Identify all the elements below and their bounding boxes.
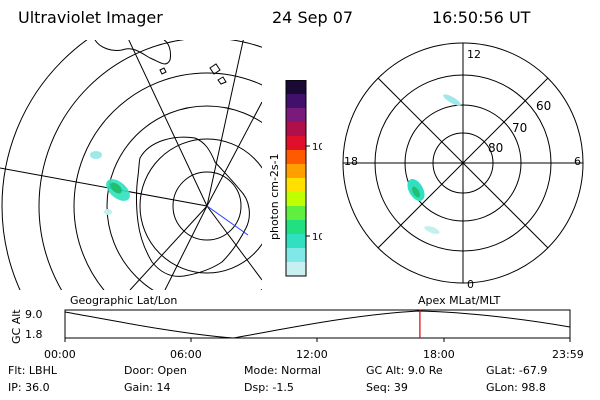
geo-meridian [206, 40, 244, 207]
geo-lat-circle [1, 40, 88, 290]
geo-meridian [128, 40, 208, 207]
island-coastline [217, 76, 227, 85]
instrument-title: Ultraviolet Imager [18, 8, 163, 27]
dsp-readout: Dsp: -1.5 [244, 381, 294, 394]
door-readout: Door: Open [124, 364, 187, 377]
colorbar-segment [286, 80, 306, 95]
polar-axis-diag [377, 77, 549, 249]
colorbar-segment [286, 150, 306, 165]
time-tick-0600: 06:00 [170, 348, 202, 361]
satellite-track [206, 205, 249, 236]
island-coastline [209, 63, 221, 75]
time-label: 16:50:56 UT [432, 8, 531, 27]
geo-lat-circle [139, 138, 262, 274]
geo-lat-circle [73, 72, 262, 290]
geo-lat-circle [172, 171, 242, 241]
colorbar-segment [286, 136, 306, 151]
polar-mlt-plot: 12 18 6 0 60 70 80 [342, 42, 584, 290]
colorbar-tick-10: 10 [312, 232, 322, 243]
geo-lat-circle [38, 40, 262, 290]
geo-aurora [90, 151, 130, 215]
colorbar-segment [286, 108, 306, 123]
geo-meridian [206, 205, 262, 281]
colorbar-label: photon cm-2s-1 [268, 153, 281, 240]
alt-tick-1-8: 1.8 [25, 328, 43, 341]
time-tick-2359: 23:59 [552, 348, 584, 361]
gc-alt-readout: GC Alt: 9.0 Re [366, 364, 443, 377]
geo-meridian [0, 167, 208, 207]
geo-lat-circle [106, 105, 262, 290]
seq-readout: Seq: 39 [366, 381, 408, 394]
colorbar-segment [286, 248, 306, 263]
polar-aurora [407, 94, 461, 234]
alt-tick-9: 9.0 [25, 308, 43, 321]
geo-meridian [164, 205, 208, 290]
colorbar-segment [286, 206, 306, 221]
gain-readout: Gain: 14 [124, 381, 171, 394]
geographic-map [0, 40, 262, 290]
geographic-caption: Geographic Lat/Lon [70, 294, 178, 307]
ip-readout: IP: 36.0 [8, 381, 50, 394]
filter-readout: Flt: LBHL [8, 364, 57, 377]
colorbar-segment [286, 178, 306, 193]
altitude-curve [64, 310, 571, 339]
date-label: 24 Sep 07 [272, 8, 354, 27]
geo-meridian [206, 101, 262, 207]
colorbar-segment [286, 262, 306, 277]
time-tick-1200: 12:00 [296, 348, 328, 361]
lat-label-70: 70 [512, 121, 527, 135]
colorbar-segment [286, 220, 306, 235]
colorbar-segment [286, 122, 306, 137]
geo-meridian [129, 205, 208, 290]
time-tick-1800: 18:00 [423, 348, 455, 361]
mlt-label-12: 12 [467, 48, 481, 61]
time-tick-0000: 00:00 [44, 348, 76, 361]
colorbar-segment [286, 234, 306, 249]
alt-axis-label: GC Alt [10, 309, 23, 344]
mlt-label-18: 18 [344, 155, 358, 168]
colorbar-segment [286, 94, 306, 109]
australia-coastline [94, 40, 171, 65]
mlt-label-6: 6 [574, 155, 581, 168]
alt-plot-frame [64, 309, 571, 339]
colorbar-segment [286, 192, 306, 207]
apex-caption: Apex MLat/MLT [418, 294, 501, 307]
antarctica-coastline [136, 136, 250, 277]
glat-readout: GLat: -67.9 [486, 364, 548, 377]
colorbar-segment [286, 164, 306, 179]
colorbar: 100 10 photon cm-2s-1 [268, 80, 322, 277]
lat-label-80: 80 [488, 141, 503, 155]
colorbar-tick-100: 100 [312, 142, 322, 153]
altitude-panel: GC Alt 9.0 1.8 00:00 06:00 12:00 18:00 2… [10, 308, 584, 361]
lat-label-60: 60 [536, 99, 551, 113]
island-coastline [159, 67, 167, 75]
mlt-label-0: 0 [467, 278, 474, 290]
glon-readout: GLon: 98.8 [486, 381, 546, 394]
mode-readout: Mode: Normal [244, 364, 321, 377]
